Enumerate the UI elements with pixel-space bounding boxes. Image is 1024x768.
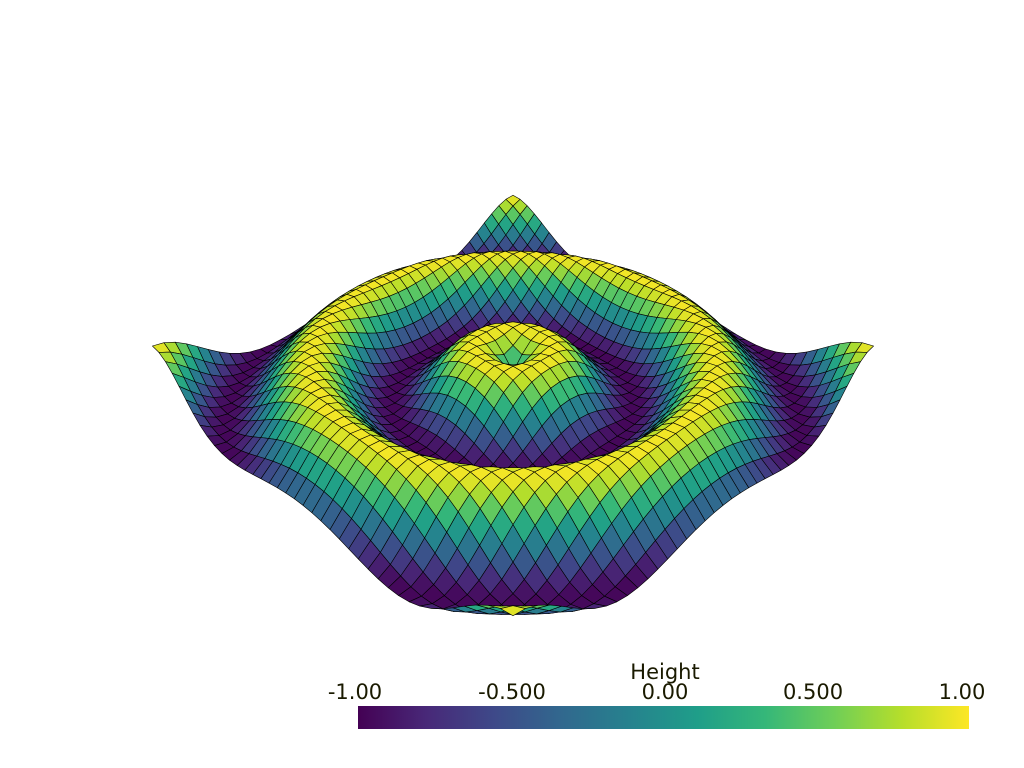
- colorbar-title: Height: [630, 660, 700, 684]
- colorbar-tick-label: -1.00: [327, 680, 383, 704]
- colorbar-tick-label: 1.00: [938, 680, 986, 704]
- colorbar-tick-label: -0.500: [478, 680, 546, 704]
- colorbar-tick-label: 0.500: [782, 680, 844, 704]
- colorbar-tick-label: 0.00: [641, 680, 689, 704]
- surface-cell: [500, 605, 526, 617]
- colorbar: [358, 706, 969, 729]
